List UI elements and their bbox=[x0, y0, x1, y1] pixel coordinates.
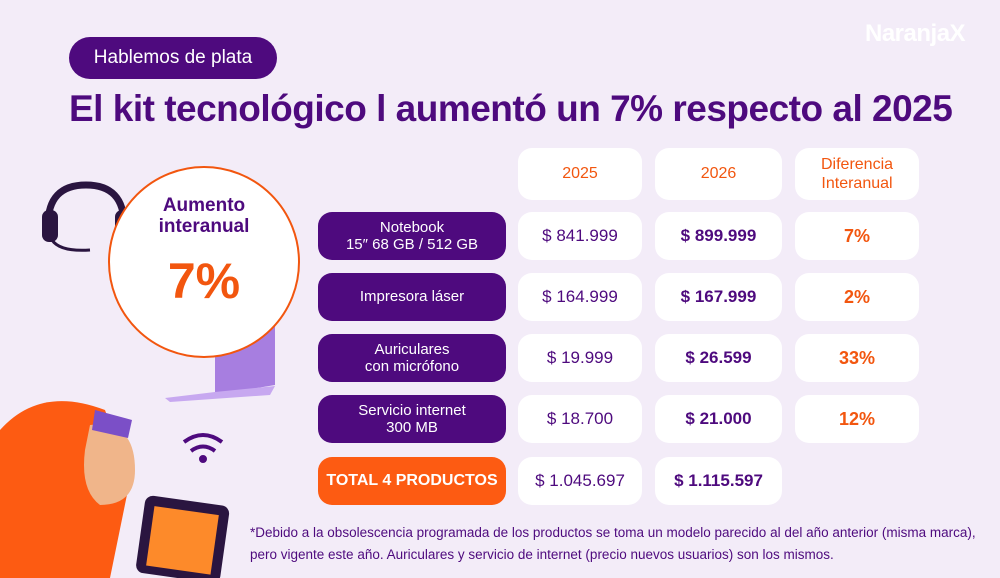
price-2025: $ 841.999 bbox=[518, 212, 642, 260]
price-2026: $ 899.999 bbox=[655, 212, 782, 260]
header-2026: 2026 bbox=[655, 148, 782, 200]
product-label: Servicio internet 300 MB bbox=[318, 395, 506, 443]
difference-value: 2% bbox=[795, 273, 919, 321]
product-detail: con micrófono bbox=[364, 358, 460, 375]
product-label: Auriculares con micrófono bbox=[318, 334, 506, 382]
product-detail: 300 MB bbox=[386, 419, 438, 436]
wifi-icon bbox=[182, 433, 224, 463]
difference-value: 7% bbox=[795, 212, 919, 260]
page-title: El kit tecnológico l aumentó un 7% respe… bbox=[69, 88, 953, 129]
total-2025: $ 1.045.697 bbox=[518, 457, 642, 505]
price-2025: $ 164.999 bbox=[518, 273, 642, 321]
difference-value: 12% bbox=[795, 395, 919, 443]
product-label: Impresora láser bbox=[318, 273, 506, 321]
total-2026: $ 1.115.597 bbox=[655, 457, 782, 505]
product-name: Impresora láser bbox=[359, 288, 465, 306]
person-illustration bbox=[0, 401, 230, 578]
product-name: Auriculares bbox=[374, 340, 450, 358]
product-name: Notebook bbox=[379, 218, 445, 236]
price-2025: $ 19.999 bbox=[518, 334, 642, 382]
price-2026: $ 21.000 bbox=[655, 395, 782, 443]
total-label: TOTAL 4 PRODUCTOS bbox=[318, 457, 506, 505]
price-2026: $ 26.599 bbox=[655, 334, 782, 382]
badge-value: 7% bbox=[167, 253, 241, 309]
header-difference: Diferencia Interanual bbox=[795, 148, 919, 200]
difference-value: 33% bbox=[795, 334, 919, 382]
section-tag: Hablemos de plata bbox=[69, 37, 277, 79]
price-2026: $ 167.999 bbox=[655, 273, 782, 321]
header-2025: 2025 bbox=[518, 148, 642, 200]
price-2025: $ 18.700 bbox=[518, 395, 642, 443]
increase-badge: Aumento interanual 7% bbox=[108, 166, 300, 358]
product-detail: 15″ 68 GB / 512 GB bbox=[345, 236, 479, 253]
product-label: Notebook 15″ 68 GB / 512 GB bbox=[318, 212, 506, 260]
naranjax-logo: NaranjaX bbox=[865, 20, 966, 47]
footnote: *Debido a la obsolescencia programada de… bbox=[250, 525, 976, 562]
badge-title-line1: Aumento bbox=[162, 195, 246, 216]
product-name: Servicio internet bbox=[358, 401, 466, 419]
badge-title-line2: interanual bbox=[158, 215, 250, 237]
